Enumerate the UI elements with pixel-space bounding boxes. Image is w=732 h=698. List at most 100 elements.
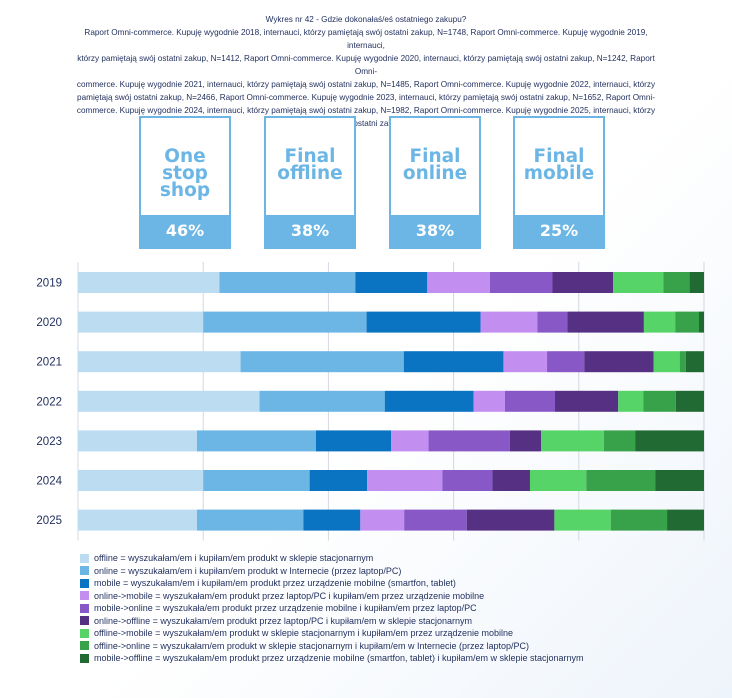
- bar-segment: [219, 272, 356, 293]
- bar-segment: [78, 430, 197, 452]
- year-label: 2020: [36, 317, 62, 329]
- legend-swatch: [80, 553, 89, 563]
- bar-segment: [78, 272, 220, 293]
- year-label: 2024: [36, 476, 62, 488]
- bar-segment: [689, 272, 704, 293]
- bar-segment: [391, 430, 429, 452]
- chart-header: Wykres nr 42 - Gdzie dokonałaś/eś ostatn…: [70, 13, 662, 130]
- kpi-final-online: Final online 38%: [389, 116, 481, 249]
- kpi-one-stop-shop: One stop shop 46%: [139, 116, 231, 249]
- kpi-label: One stop shop: [159, 146, 211, 201]
- bar-segment: [698, 311, 704, 333]
- bar-segment: [78, 390, 260, 412]
- bar-segment: [554, 509, 611, 531]
- legend-swatch: [80, 591, 89, 601]
- bar-segment: [196, 509, 304, 531]
- legend-label: offline->online = wyszukałam/em produkt …: [94, 640, 530, 651]
- bar-segment: [315, 430, 391, 452]
- bar-segment: [78, 509, 197, 531]
- bar-segment: [675, 390, 704, 412]
- legend-swatch: [80, 641, 89, 651]
- bar-segment: [473, 390, 505, 412]
- bar-segment: [613, 272, 664, 293]
- bar-segment: [667, 509, 704, 531]
- kpi-value: 38%: [266, 215, 354, 247]
- bar-segment: [196, 430, 316, 452]
- bar-segment: [635, 430, 704, 452]
- legend-item: online = wyszukałam/em i kupiłam/em prod…: [80, 565, 720, 578]
- legend-swatch: [80, 653, 89, 663]
- bar-segment: [203, 470, 310, 491]
- kpi-value: 46%: [141, 215, 229, 247]
- legend-item: mobile->offline = wyszukałam/em produkt …: [80, 652, 720, 665]
- legend-label: offline->mobile = wyszukałam/em produkt …: [94, 628, 514, 638]
- bar-segment: [203, 311, 367, 333]
- bar-segment: [404, 509, 467, 531]
- year-label: 2023: [36, 436, 62, 448]
- stacked-bar-chart: 2019 2020 2021 2022 2023 2024 2025: [36, 262, 705, 541]
- chart-source-line: pamiętają swój ostatni zakup, N=2418: [296, 119, 436, 128]
- bar-segment: [367, 470, 443, 491]
- bar-segment: [427, 272, 490, 293]
- bar-segment: [442, 470, 493, 491]
- bar-segment: [618, 390, 644, 412]
- legend-item: online->offline = wyszukałam/em produkt …: [80, 615, 720, 628]
- bar-segment: [552, 272, 614, 293]
- chart-source-line: pamiętają swój ostatni zakup, N=2466, Ra…: [77, 93, 655, 102]
- bar-segment: [555, 390, 619, 412]
- legend-item: online->mobile = wyszukałam/em produkt p…: [80, 590, 720, 603]
- legend-label: online = wyszukałam/em i kupiłam/em prod…: [94, 565, 402, 576]
- kpi-label: Final mobile: [523, 146, 595, 184]
- legend-label: online->mobile = wyszukałam/em produkt p…: [94, 590, 485, 601]
- bar-segment: [78, 470, 204, 491]
- legend-swatch: [80, 566, 89, 576]
- legend-label: mobile = wyszukałam/em i kupiłam/em prod…: [94, 578, 456, 588]
- legend-label: mobile->offline = wyszukałam/em produkt …: [94, 653, 584, 663]
- bar-segment: [480, 311, 538, 333]
- chart-legend: offline = wyszukałam/em i kupiłam/em pro…: [80, 552, 720, 665]
- year-label: 2025: [36, 515, 62, 527]
- bar-segment: [466, 509, 555, 531]
- bar-segment: [547, 351, 585, 373]
- year-label: 2019: [36, 278, 62, 290]
- legend-item: offline->mobile = wyszukałam/em produkt …: [80, 627, 720, 640]
- bar-segment: [259, 390, 385, 412]
- legend-label: mobile->online = wyszukała/em produkt pr…: [94, 603, 477, 613]
- bar-segment: [675, 311, 699, 333]
- bar-segment: [586, 470, 656, 491]
- legend-item: mobile = wyszukałam/em i kupiłam/em prod…: [80, 577, 720, 590]
- bar-segment: [355, 272, 428, 293]
- bar-segment: [360, 509, 405, 531]
- bar-segment: [403, 351, 504, 373]
- chart-title: Wykres nr 42 - Gdzie dokonałaś/eś ostatn…: [265, 15, 467, 24]
- bar-segment: [653, 351, 680, 373]
- bar-segment: [537, 311, 568, 333]
- kpi-final-offline: Final offline 38%: [264, 116, 356, 249]
- bar-segment: [679, 351, 686, 373]
- bar-segment: [643, 311, 676, 333]
- bar-segment: [610, 509, 668, 531]
- bar-segment: [504, 390, 556, 412]
- bar-segment: [303, 509, 361, 531]
- chart-source-line: commerce. Kupuję wygodnie 2021, internau…: [76, 80, 656, 89]
- kpi-value: 38%: [391, 215, 479, 247]
- bar-segment: [541, 430, 604, 452]
- bar-segment: [309, 470, 368, 491]
- legend-swatch: [80, 578, 89, 588]
- bar-segment: [240, 351, 404, 373]
- bar-segment: [78, 311, 204, 333]
- legend-label: offline = wyszukałam/em i kupiłam/em pro…: [94, 553, 374, 563]
- bar-segment: [603, 430, 636, 452]
- bar-segment: [489, 272, 553, 293]
- bar-segment: [655, 470, 704, 491]
- bar-segment: [663, 272, 690, 293]
- bar-segment: [428, 430, 510, 452]
- kpi-value: 25%: [515, 215, 603, 247]
- kpi-label: Final online: [402, 146, 468, 184]
- bar-segment: [366, 311, 481, 333]
- legend-swatch: [80, 603, 89, 613]
- bar-segment: [584, 351, 654, 373]
- legend-item: offline = wyszukałam/em i kupiłam/em pro…: [80, 552, 720, 565]
- chart-source-line: Raport Omni-commerce. Kupuję wygodnie 20…: [84, 28, 648, 50]
- year-label: 2021: [36, 357, 62, 369]
